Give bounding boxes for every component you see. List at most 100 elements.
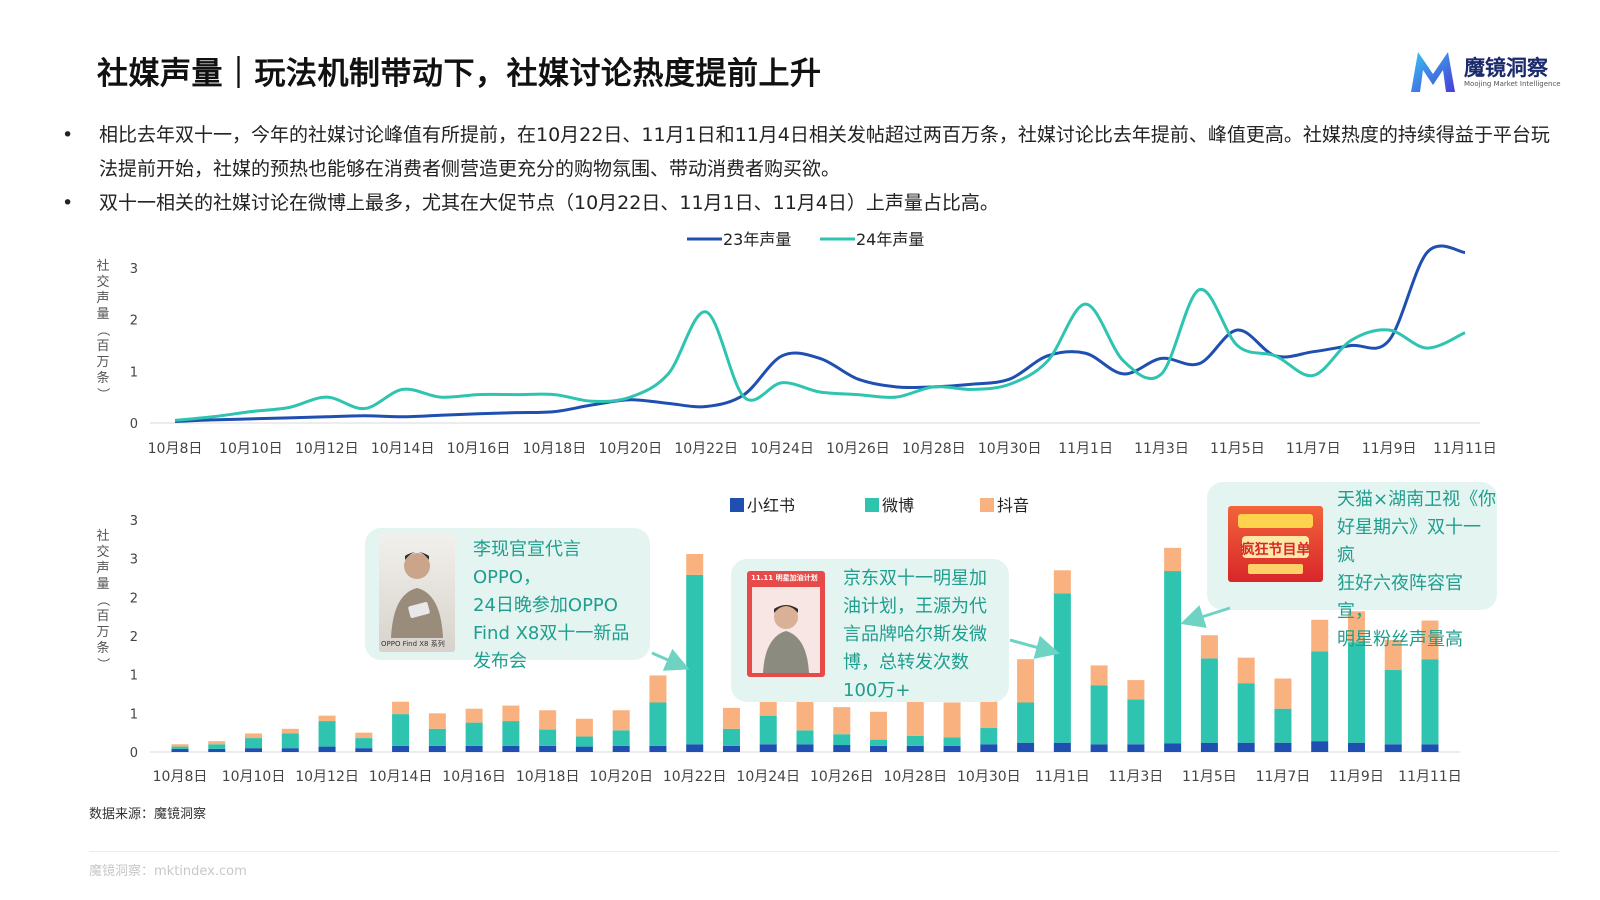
- bar-xiaohongshu: [245, 748, 263, 752]
- y-axis-label-char: 百: [96, 609, 109, 624]
- x-tick-label: 10月20日: [589, 769, 653, 785]
- bar-douyin: [833, 707, 851, 735]
- bullet-item: • 双十一相关的社媒讨论在微博上最多，尤其在大促节点（10月22日、11月1日、…: [62, 186, 1562, 220]
- x-tick-label: 10月16日: [447, 441, 511, 457]
- annotation-line: 好星期六》双十一疯: [1337, 517, 1481, 566]
- bar-xiaohongshu: [759, 744, 777, 752]
- x-tick-label: 10月28日: [902, 441, 966, 457]
- y-axis-label-char: 万: [96, 625, 109, 640]
- bar-weibo: [686, 574, 704, 745]
- annotation-line: 李现官宣代言OPPO，: [473, 539, 581, 588]
- bar-weibo: [1311, 651, 1329, 742]
- bar-weibo: [649, 702, 667, 746]
- bar-xiaohongshu: [465, 745, 483, 752]
- x-tick-label: 11月9日: [1329, 769, 1384, 785]
- bar-douyin: [539, 710, 557, 730]
- y-axis-label-char: 声: [96, 291, 109, 306]
- bar-douyin: [245, 733, 263, 739]
- y-axis-label-char: 百: [96, 339, 109, 354]
- jd-caption: 11.11 明星加油计划: [751, 574, 818, 582]
- legend-swatch: [730, 498, 744, 512]
- bar-xiaohongshu: [833, 745, 851, 752]
- bar-weibo: [1274, 708, 1292, 743]
- y-axis-label-char: （: [95, 323, 110, 336]
- bar-xiaohongshu: [1053, 742, 1071, 752]
- x-tick-label: 11月1日: [1035, 769, 1090, 785]
- x-tick-label: 10月16日: [442, 769, 506, 785]
- annotation-line: 明星粉丝声量高: [1337, 629, 1463, 650]
- y-axis-label-char: 条: [96, 370, 109, 386]
- legend-label: 小红书: [747, 496, 795, 515]
- annotation-line: 24日晚参加OPPO: [473, 595, 618, 616]
- bar-xiaohongshu: [281, 748, 299, 752]
- annotation-oppo: OPPO Find X8 系列 李现官宣代言OPPO， 24日晚参加OPPO F…: [365, 528, 650, 672]
- bar-weibo: [1127, 699, 1145, 745]
- x-tick-label: 10月26日: [826, 441, 890, 457]
- bar-xiaohongshu: [1384, 744, 1402, 752]
- bar-weibo: [575, 736, 593, 747]
- bar-xiaohongshu: [1164, 743, 1182, 752]
- bar-xiaohongshu: [1347, 742, 1365, 752]
- y-axis-label-char: 社: [96, 528, 109, 544]
- arrow-oppo: [651, 648, 690, 671]
- bar-douyin: [686, 554, 704, 575]
- bar-weibo: [1164, 571, 1182, 744]
- annotation-line: 发布会: [473, 651, 527, 672]
- bar-xiaohongshu: [722, 745, 740, 752]
- tmall-ad-image: 疯狂节目单: [1228, 506, 1323, 582]
- logo-text: 魔镜洞察: [1464, 56, 1548, 80]
- bar-xiaohongshu: [392, 745, 410, 752]
- bar-douyin: [355, 732, 373, 739]
- bar-xiaohongshu: [1237, 742, 1255, 752]
- x-tick-label: 10月28日: [883, 769, 947, 785]
- y-axis-label-char: ）: [95, 657, 110, 670]
- bar-douyin: [649, 675, 667, 703]
- x-tick-label: 10月26日: [810, 769, 874, 785]
- bar-weibo: [1237, 683, 1255, 743]
- bar-xiaohongshu: [1311, 741, 1329, 752]
- x-tick-label: 11月3日: [1109, 769, 1164, 785]
- bar-weibo: [502, 721, 520, 746]
- x-tick-label: 10月12日: [295, 769, 359, 785]
- logo-m-icon: [1411, 52, 1455, 92]
- x-tick-label: 10月24日: [736, 769, 800, 785]
- bar-xiaohongshu: [1017, 742, 1035, 752]
- y-tick-label: 2: [130, 630, 138, 645]
- bar-xiaohongshu: [943, 745, 961, 752]
- annotation-line: 油计划，王源为代: [843, 596, 987, 617]
- bullet-text: 双十一相关的社媒讨论在微博上最多，尤其在大促节点（10月22日、11月1日、11…: [99, 192, 999, 214]
- series-line-23: [174, 244, 1466, 423]
- bar-xiaohongshu: [575, 746, 593, 752]
- x-tick-label: 10月22日: [674, 441, 738, 457]
- summary-bullets: • 相比去年双十一，今年的社媒讨论峰值有所提前，在10月22日、11月1日和11…: [62, 118, 1562, 220]
- bullet-text: 相比去年双十一，今年的社媒讨论峰值有所提前，在10月22日、11月1日和11月4…: [99, 124, 1550, 180]
- bar-weibo: [355, 738, 373, 749]
- annotation-line: Find X8双十一新品: [473, 623, 630, 644]
- y-tick-label: 1: [130, 669, 138, 684]
- bar-weibo: [539, 729, 557, 746]
- bar-xiaohongshu: [686, 744, 704, 752]
- annotation-line: 狂好六夜阵容官宣，: [1337, 573, 1463, 622]
- bar-xiaohongshu: [355, 748, 373, 752]
- legend-label: 抖音: [997, 496, 1029, 515]
- bar-xiaohongshu: [318, 746, 336, 752]
- person-icon: [391, 552, 443, 638]
- bar-weibo: [980, 728, 998, 745]
- bar-douyin: [1237, 657, 1255, 684]
- bar-douyin: [1090, 665, 1108, 686]
- bar-xiaohongshu: [1200, 742, 1218, 752]
- y-tick-label: 0: [130, 746, 138, 761]
- bar-xiaohongshu: [1090, 744, 1108, 752]
- bar-xiaohongshu: [1274, 742, 1292, 752]
- bar-weibo: [208, 744, 226, 749]
- bar-douyin: [943, 702, 961, 738]
- bar-xiaohongshu: [906, 745, 924, 752]
- bar-weibo: [722, 728, 740, 746]
- y-axis-label-char: 社: [96, 258, 109, 274]
- x-tick-label: 10月8日: [148, 441, 203, 457]
- y-tick-label: 2: [130, 591, 138, 606]
- y-tick-label: 0: [130, 417, 138, 432]
- x-tick-label: 11月7日: [1286, 441, 1341, 457]
- series-line-24: [174, 288, 1466, 422]
- bar-xiaohongshu: [612, 745, 630, 752]
